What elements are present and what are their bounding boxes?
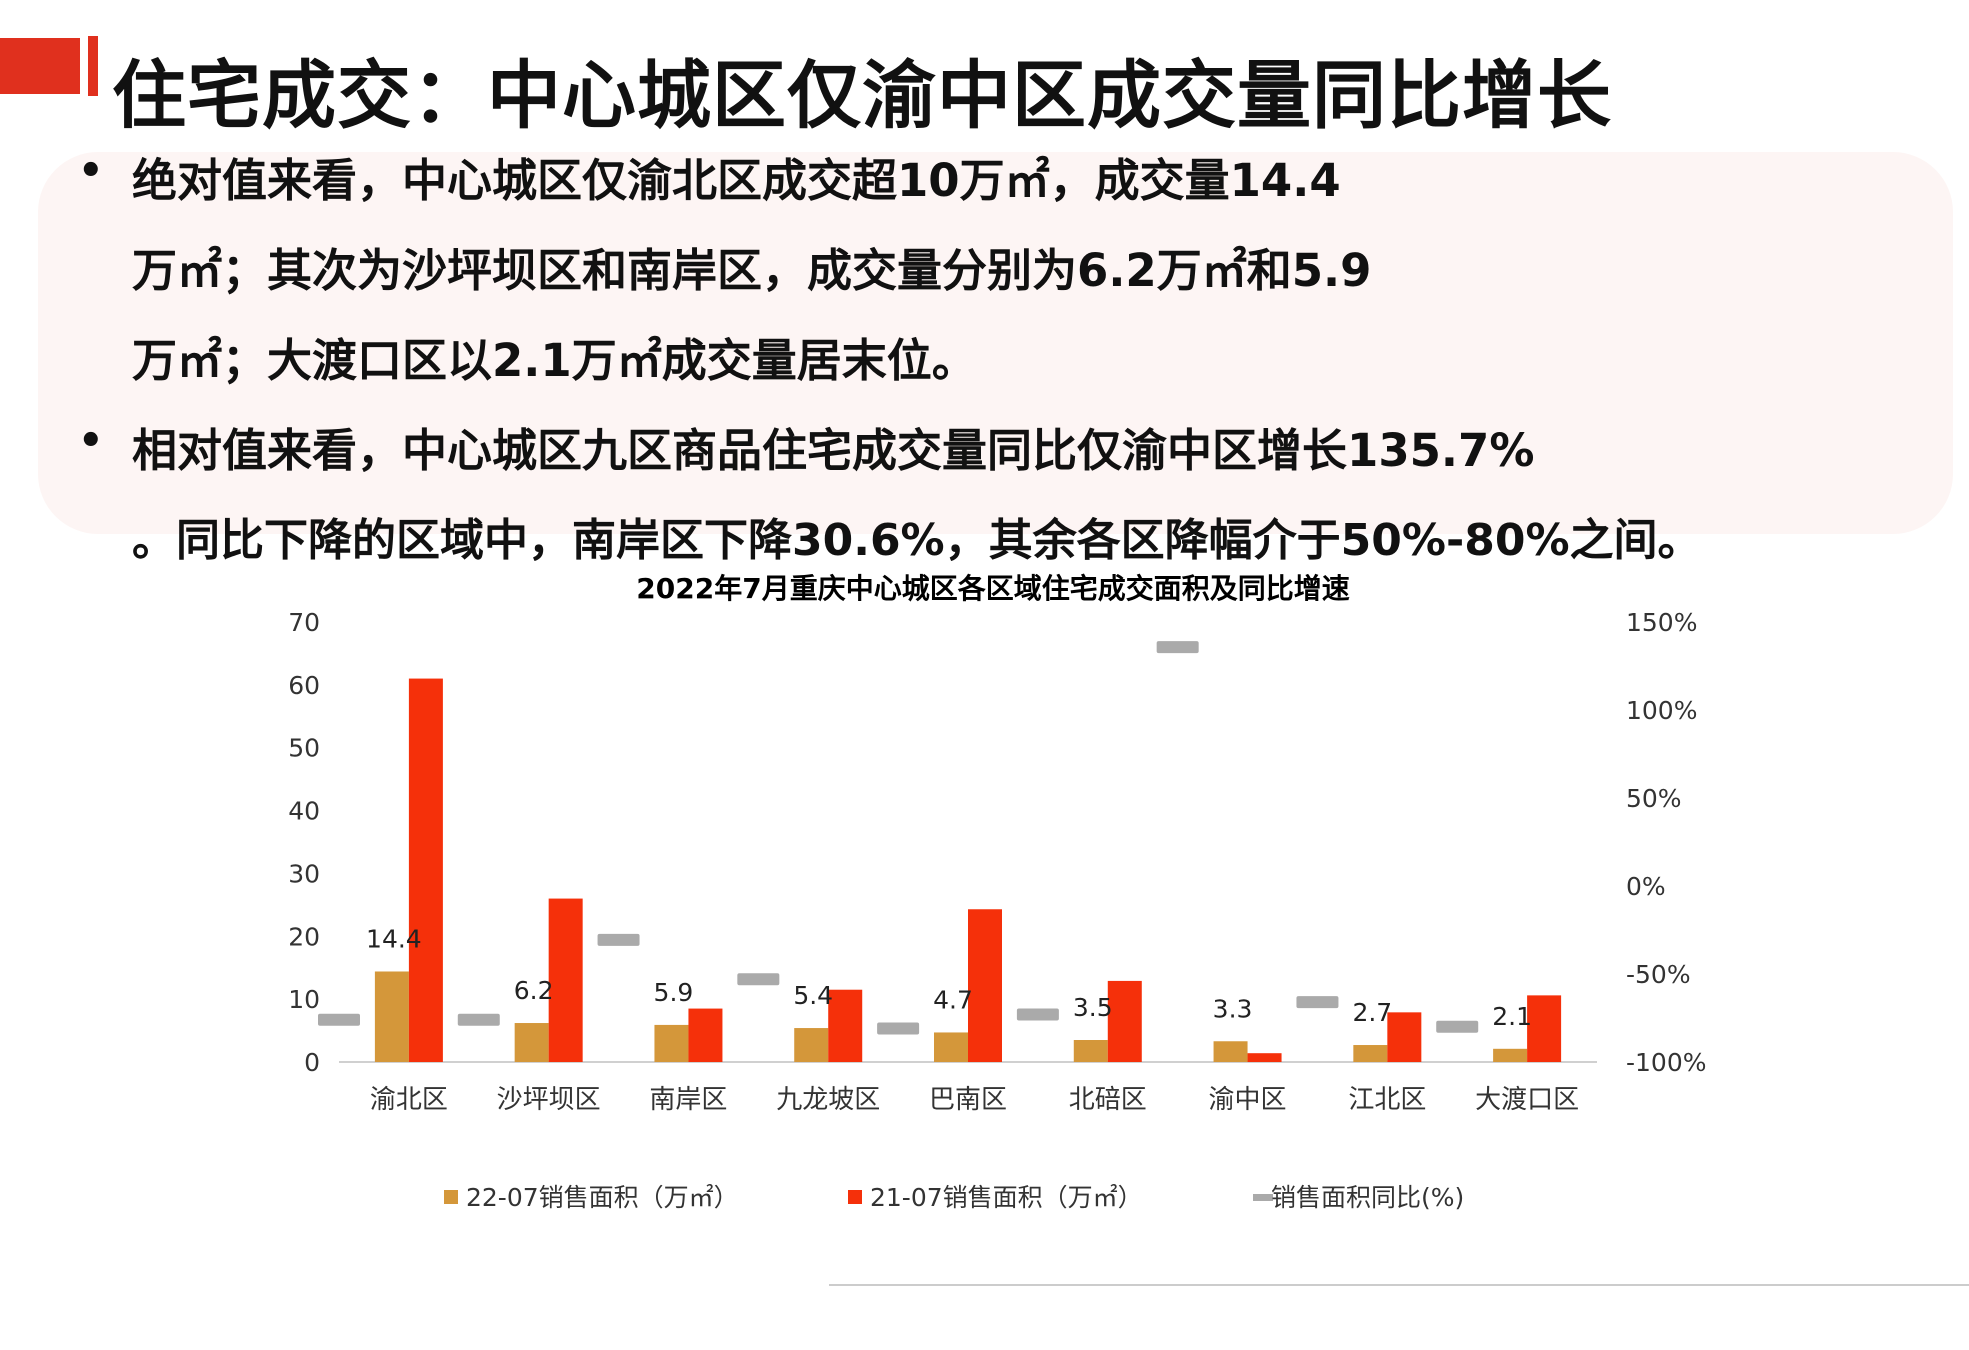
bullet-1-line-2: 万㎡；其次为沙坪坝区和南岸区，成交量分别为6.2万㎡和5.9 bbox=[132, 244, 1372, 297]
data-label: 3.3 bbox=[1213, 994, 1253, 1023]
y-tick-label: 40 bbox=[288, 797, 320, 826]
legend-swatch bbox=[1253, 1194, 1273, 1201]
bar-21-07 bbox=[1387, 1012, 1422, 1062]
bar-21-07 bbox=[688, 1008, 723, 1062]
data-label: 14.4 bbox=[366, 924, 422, 953]
text-panel bbox=[38, 152, 1953, 534]
yoy-marker bbox=[1016, 1008, 1059, 1021]
x-tick-label: 巴南区 bbox=[929, 1085, 1007, 1115]
y-tick-label: 30 bbox=[288, 859, 320, 888]
page-title: 住宅成交：中心城区仅渝中区成交量同比增长 bbox=[112, 53, 1612, 139]
yoy-marker bbox=[1296, 996, 1339, 1009]
legend-swatch bbox=[848, 1190, 862, 1204]
x-tick-label: 南岸区 bbox=[649, 1085, 727, 1115]
bar-22-07 bbox=[514, 1023, 549, 1062]
bullet-1-line-3: 万㎡；大渡口区以2.1万㎡成交量居末位。 bbox=[132, 334, 977, 387]
y-tick-label: 60 bbox=[288, 671, 320, 700]
legend-label: 21-07销售面积（万㎡） bbox=[870, 1183, 1143, 1212]
bar-21-07 bbox=[548, 898, 583, 1062]
y-tick-label: 20 bbox=[288, 922, 320, 951]
yoy-marker bbox=[457, 1013, 500, 1026]
x-tick-label: 北碚区 bbox=[1069, 1085, 1147, 1115]
bullet-dot: • bbox=[78, 418, 104, 464]
bar-22-07 bbox=[1213, 1041, 1248, 1062]
bar-21-07 bbox=[1107, 980, 1142, 1062]
bullet-2-line-2: 。同比下降的区域中，南岸区下降30.6%，其余各区降幅介于50%-80%之间。 bbox=[132, 515, 1702, 566]
data-label: 4.7 bbox=[933, 985, 973, 1014]
yoy-marker bbox=[737, 973, 780, 986]
legend-label: 22-07销售面积（万㎡） bbox=[466, 1183, 739, 1212]
y-tick-label: 10 bbox=[288, 985, 320, 1014]
y-tick-label: 0 bbox=[304, 1048, 320, 1077]
bar-21-07 bbox=[968, 909, 1002, 1062]
x-tick-label: 九龙坡区 bbox=[776, 1085, 880, 1115]
x-tick-label: 渝中区 bbox=[1209, 1085, 1287, 1115]
title-accent-block bbox=[0, 38, 80, 94]
x-tick-label: 大渡口区 bbox=[1475, 1085, 1579, 1115]
bar-22-07 bbox=[1353, 1045, 1388, 1062]
data-label: 5.9 bbox=[654, 978, 694, 1007]
bar-21-07 bbox=[1247, 1053, 1282, 1062]
bullet-dot: • bbox=[78, 148, 104, 194]
data-label: 6.2 bbox=[514, 976, 554, 1005]
bar-21-07 bbox=[1527, 995, 1562, 1062]
bar-22-07 bbox=[934, 1032, 968, 1062]
yoy-marker bbox=[318, 1013, 360, 1026]
yoy-marker bbox=[1436, 1020, 1479, 1033]
legend-swatch bbox=[444, 1190, 458, 1204]
y-tick-label: 70 bbox=[288, 608, 320, 637]
bar-22-07 bbox=[1493, 1048, 1528, 1062]
chart-title: 2022年7月重庆中心城区各区域住宅成交面积及同比增速 bbox=[636, 572, 1349, 605]
data-label: 5.4 bbox=[793, 981, 833, 1010]
y2-tick-label: 50% bbox=[1626, 784, 1682, 813]
title-accent-line bbox=[88, 36, 98, 96]
yoy-marker bbox=[877, 1022, 920, 1035]
yoy-marker bbox=[597, 933, 640, 946]
y2-tick-label: -100% bbox=[1626, 1048, 1707, 1077]
y2-tick-label: 0% bbox=[1626, 872, 1666, 901]
y2-tick-label: -50% bbox=[1626, 960, 1691, 989]
y2-tick-label: 150% bbox=[1626, 608, 1697, 637]
bar-22-07 bbox=[374, 971, 409, 1062]
bullet-1-line-1: 绝对值来看，中心城区仅渝北区成交超10万㎡，成交量14.4 bbox=[132, 154, 1341, 207]
bar-21-07 bbox=[408, 678, 443, 1062]
y2-tick-label: 100% bbox=[1626, 696, 1697, 725]
x-tick-label: 江北区 bbox=[1348, 1085, 1426, 1115]
bar-22-07 bbox=[654, 1024, 689, 1062]
y-tick-label: 50 bbox=[288, 734, 320, 763]
x-tick-label: 沙坪坝区 bbox=[497, 1085, 601, 1115]
bar-22-07 bbox=[1073, 1040, 1108, 1062]
legend-label: 销售面积同比(%) bbox=[1271, 1183, 1464, 1212]
footer-divider bbox=[829, 1284, 1969, 1286]
data-label: 2.7 bbox=[1352, 998, 1392, 1027]
x-tick-label: 渝北区 bbox=[370, 1085, 448, 1115]
bullet-2-line-1: 相对值来看，中心城区九区商品住宅成交量同比仅渝中区增长135.7% bbox=[132, 424, 1535, 477]
data-label: 2.1 bbox=[1492, 1002, 1532, 1031]
data-label: 3.5 bbox=[1073, 993, 1113, 1022]
yoy-marker bbox=[1156, 641, 1199, 654]
bar-22-07 bbox=[794, 1028, 829, 1062]
bar-21-07 bbox=[828, 989, 863, 1062]
